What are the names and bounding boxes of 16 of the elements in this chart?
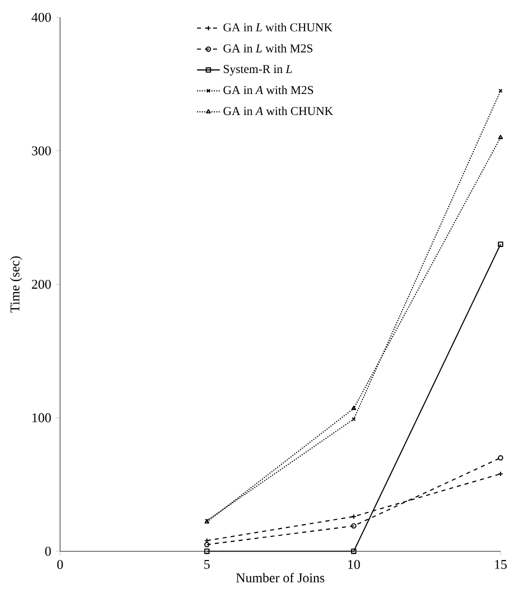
y-tick-label: 100 bbox=[32, 413, 51, 422]
legend-label: GA in A with M2S bbox=[224, 86, 314, 94]
x-tick-label: 10 bbox=[348, 560, 360, 569]
y-tick-label: 300 bbox=[32, 146, 51, 156]
y-tick-label: 0 bbox=[45, 546, 51, 556]
x-tick-label: 5 bbox=[204, 560, 210, 569]
y-axis-title: Time (sec) bbox=[10, 256, 22, 313]
legend-label: GA in L with M2S bbox=[224, 44, 312, 52]
x-tick-label: 15 bbox=[495, 560, 507, 569]
x-axis-title: Number of Joins bbox=[236, 572, 324, 582]
legend-label: GA in A with CHUNK bbox=[224, 106, 334, 116]
legend-label: System-R in L bbox=[224, 64, 292, 76]
y-tick-label: 200 bbox=[32, 280, 51, 289]
legend-label: GA in L with CHUNK bbox=[224, 22, 332, 32]
y-tick-label: 400 bbox=[32, 12, 51, 22]
x-tick-label: 0 bbox=[57, 560, 63, 569]
